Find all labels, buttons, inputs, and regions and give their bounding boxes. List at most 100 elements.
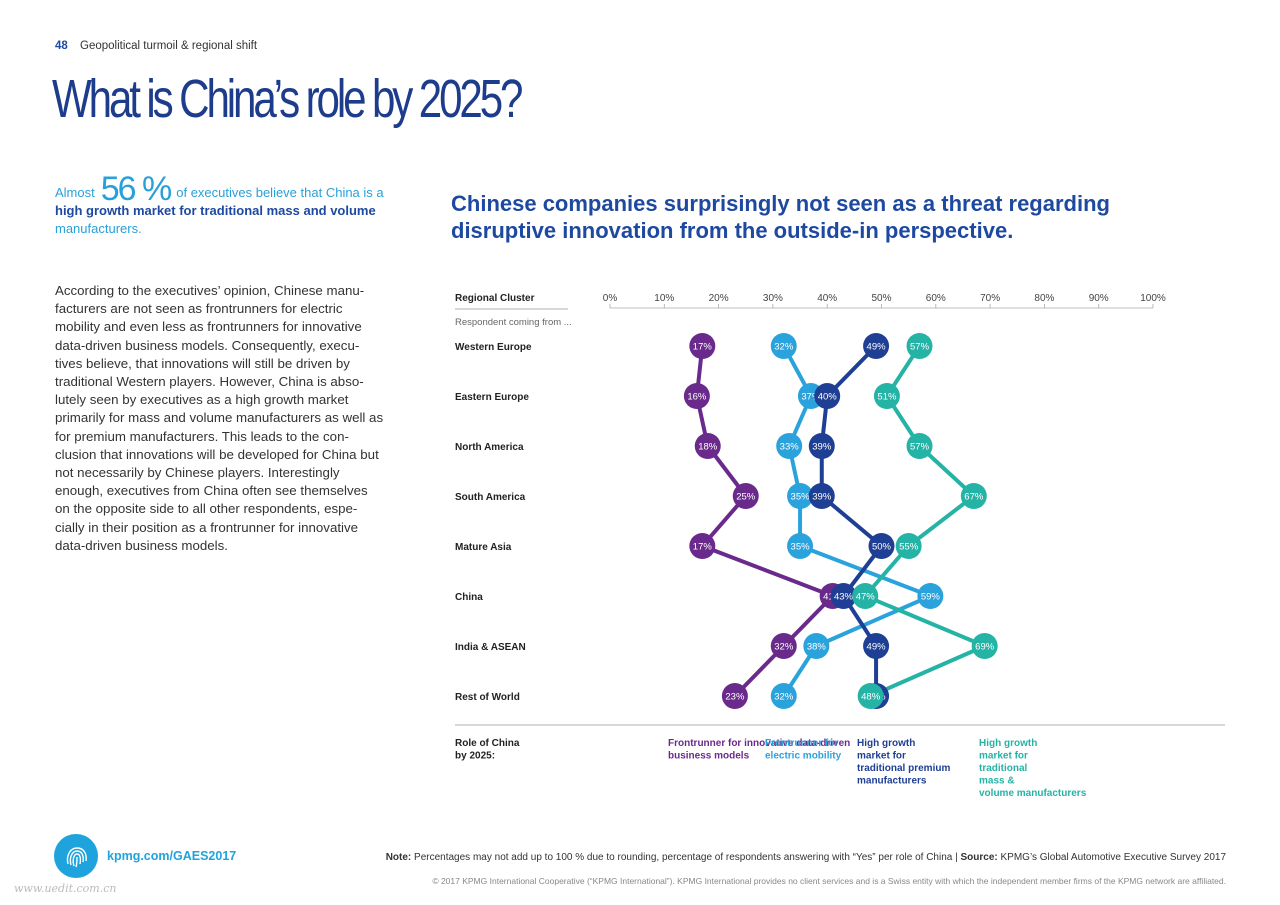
row-label: South America [455, 492, 526, 503]
data-point [906, 433, 933, 459]
data-point [770, 633, 797, 659]
data-label: 39% [812, 442, 832, 453]
data-point [971, 633, 998, 659]
intro-big-number: 56 % [100, 170, 172, 208]
page-number: 48 [55, 40, 68, 52]
data-label: 16% [687, 392, 707, 403]
data-label: 32% [774, 642, 794, 653]
row-header: Regional Cluster [455, 293, 535, 304]
data-label: 33% [780, 442, 800, 453]
fingerprint-icon [54, 834, 98, 878]
x-tick-label: 50% [871, 293, 891, 304]
row-label: Rest of World [455, 692, 520, 703]
data-point [895, 533, 922, 559]
data-point [694, 433, 721, 459]
data-point [803, 633, 830, 659]
intro-end: manufacturers. [55, 221, 142, 236]
data-label: 43% [834, 592, 854, 603]
row-label: Eastern Europe [455, 392, 529, 403]
data-label: 23% [725, 692, 745, 703]
data-point [917, 583, 944, 609]
x-tick-label: 10% [654, 293, 674, 304]
note-label: Note: [385, 852, 412, 863]
section-title: Geopolitical turmoil & regional shift [80, 40, 258, 52]
data-point [683, 383, 710, 409]
data-label: 38% [807, 642, 827, 653]
data-label: 40% [818, 392, 838, 403]
data-label: 35% [791, 542, 811, 553]
legend-entry: High growth market for traditional premium… [857, 738, 950, 787]
data-label: 49% [867, 342, 887, 353]
data-label: 69% [975, 642, 995, 653]
data-label: 67% [964, 492, 984, 503]
x-tick-label: 60% [926, 293, 946, 304]
copyright: © 2017 KPMG International Cooperative (“… [432, 876, 1226, 886]
legend-entry: Frontrunner for innovative data-driven bu… [668, 738, 850, 762]
data-point [906, 333, 933, 359]
row-label: China [455, 592, 483, 603]
data-label: 57% [910, 342, 930, 353]
x-tick-label: 100% [1140, 293, 1166, 304]
intro-pre: Almost [55, 185, 95, 200]
data-point [857, 683, 884, 709]
legend-entry: High growth market for traditional mass & vo… [979, 738, 1087, 799]
data-point [868, 533, 895, 559]
data-point [830, 583, 857, 609]
data-label: 18% [698, 442, 718, 453]
data-label: 39% [812, 492, 832, 503]
data-label: 37% [801, 392, 821, 403]
data-label: 32% [774, 692, 794, 703]
data-label: 25% [736, 492, 756, 503]
watermark: www.uedit.com.cn [14, 882, 117, 895]
data-label: 32% [774, 342, 794, 353]
row-label: North America [455, 442, 524, 453]
note-text: Percentages may not add up to 100 % due … [414, 852, 958, 863]
row-label: India & ASEAN [455, 642, 526, 653]
data-point [776, 433, 803, 459]
data-point [689, 333, 716, 359]
data-label: 51% [877, 392, 897, 403]
data-point [808, 483, 835, 509]
data-label: 48% [861, 692, 881, 703]
kpmg-link[interactable]: kpmg.com/GAES2017 [107, 849, 237, 863]
data-point [814, 383, 841, 409]
chart-headline: Chinese companies surprisingly not seen … [451, 191, 1110, 243]
source-label: Source: [960, 852, 998, 863]
data-label: 49% [867, 642, 887, 653]
data-label: 55% [899, 542, 919, 553]
data-label: 59% [921, 592, 941, 603]
dot-chart: Regional Cluster Respondent coming from .… [455, 293, 1225, 799]
x-tick-label: 20% [709, 293, 729, 304]
data-label: 50% [872, 542, 892, 553]
data-label: 57% [910, 442, 930, 453]
intro-bold: high growth market for traditional mass … [55, 203, 376, 218]
data-point [689, 533, 716, 559]
data-point [960, 483, 987, 509]
data-point [721, 683, 748, 709]
x-tick-label: 80% [1034, 293, 1054, 304]
data-label: 17% [693, 542, 713, 553]
row-subheader: Respondent coming from ... [455, 317, 572, 328]
x-tick-label: 0% [603, 293, 618, 304]
row-label: Mature Asia [455, 542, 512, 553]
body-paragraph: According to the executives’ opinion, Ch… [55, 283, 384, 553]
x-tick-label: 70% [980, 293, 1000, 304]
intro-post: of executives believe that China is a [176, 185, 384, 200]
x-tick-label: 40% [817, 293, 837, 304]
data-point [770, 683, 797, 709]
data-point [863, 633, 890, 659]
row-label: Western Europe [455, 342, 532, 353]
data-point [787, 533, 814, 559]
legend-header: Role of China by 2025: [455, 738, 520, 762]
data-label: 47% [856, 592, 876, 603]
x-tick-label: 30% [763, 293, 783, 304]
data-point [770, 333, 797, 359]
data-point [732, 483, 759, 509]
data-point [787, 483, 814, 509]
data-point [808, 433, 835, 459]
footnote: Note: Percentages may not add up to 100 … [306, 852, 1226, 863]
source-text: KPMG’s Global Automotive Executive Surve… [1000, 852, 1226, 863]
data-label: 17% [693, 342, 713, 353]
data-label: 35% [791, 492, 811, 503]
data-point [863, 333, 890, 359]
